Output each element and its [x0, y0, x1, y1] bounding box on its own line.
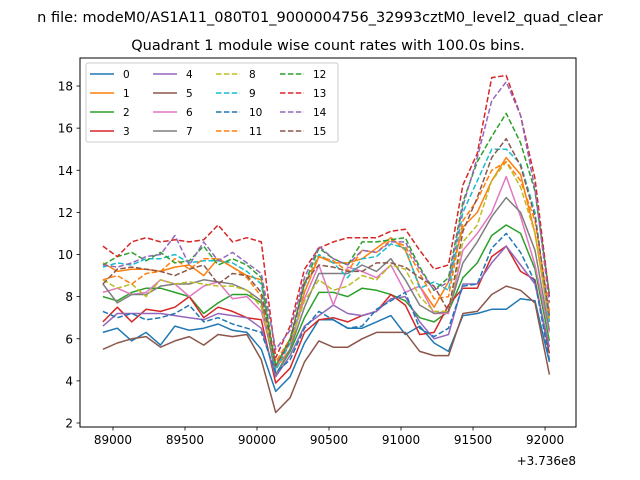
- legend-frame: [85, 62, 339, 143]
- y-tick-label: 10: [58, 248, 73, 262]
- legend-label-7: 7: [186, 126, 193, 138]
- x-tick-label: 90500: [310, 433, 348, 447]
- y-tick-label: 14: [58, 164, 73, 178]
- legend-label-15: 15: [313, 126, 326, 138]
- y-tick-label: 4: [65, 374, 73, 388]
- x-tick-label: 91000: [382, 433, 420, 447]
- series-line-12: [102, 112, 551, 367]
- legend-label-9: 9: [249, 88, 256, 100]
- plot-frame: [79, 57, 577, 428]
- series-line-3: [102, 245, 551, 384]
- series-line-2: [102, 224, 551, 376]
- figure-suptitle: n file: modeM0/AS1A11_080T01_9000004756_…: [37, 10, 603, 26]
- legend-label-0: 0: [123, 69, 130, 81]
- axes: 89000 89500 90000 90500 91000 91500 92000 2 4 6 8 1…: [58, 80, 564, 447]
- series-line-15: [102, 137, 551, 367]
- legend-label-14: 14: [313, 107, 327, 119]
- x-tick-label: 89000: [94, 433, 132, 447]
- x-tick-label: 91500: [454, 433, 492, 447]
- chart-title: Quadrant 1 module wise count rates with …: [131, 38, 525, 54]
- series-line-8: [102, 161, 551, 365]
- series-line-6: [102, 175, 551, 367]
- series-line-14: [102, 81, 551, 351]
- series-lines: [102, 74, 551, 414]
- y-tick-label: 16: [58, 122, 73, 136]
- series-line-0: [102, 297, 551, 393]
- series-line-5: [102, 285, 551, 414]
- legend-label-10: 10: [249, 107, 262, 119]
- series-line-13: [102, 74, 551, 359]
- series-line-11: [102, 161, 551, 363]
- legend-label-12: 12: [313, 69, 326, 81]
- legend-label-13: 13: [313, 88, 326, 100]
- y-tick-label: 2: [65, 416, 73, 430]
- y-tick-label: 12: [58, 206, 73, 220]
- y-tick-label: 8: [65, 290, 73, 304]
- legend-label-2: 2: [123, 107, 130, 119]
- legend-label-11: 11: [249, 126, 262, 138]
- legend-label-6: 6: [186, 107, 193, 119]
- series-line-1: [102, 156, 551, 369]
- y-tick-label: 18: [58, 80, 73, 94]
- x-offset-label: +3.736e8: [517, 454, 576, 468]
- x-tick-label: 89500: [166, 433, 204, 447]
- y-tick-label: 6: [65, 332, 73, 346]
- x-tick-label: 90000: [238, 433, 276, 447]
- legend-label-3: 3: [123, 126, 130, 138]
- legend-label-8: 8: [249, 69, 256, 81]
- legend-label-4: 4: [186, 69, 193, 81]
- series-line-10: [102, 232, 551, 374]
- legend-label-1: 1: [123, 88, 130, 100]
- x-tick-label: 92000: [526, 433, 564, 447]
- legend-label-5: 5: [186, 88, 193, 100]
